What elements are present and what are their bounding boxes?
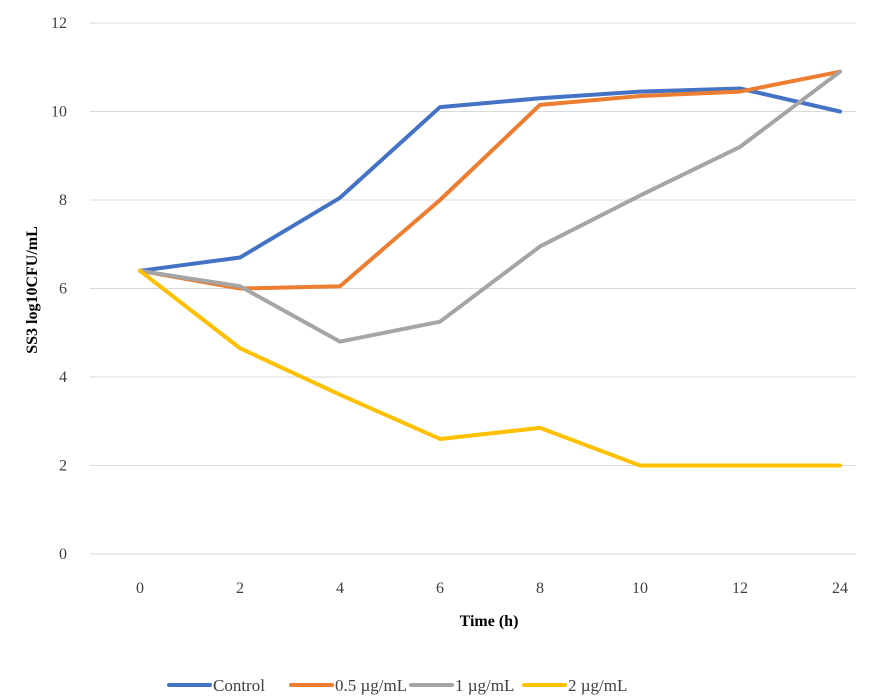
x-tick-label: 2	[236, 580, 244, 597]
legend-label: 0.5 µg/mL	[335, 676, 407, 695]
legend-label: 2 µg/mL	[568, 676, 627, 695]
x-tick-label: 8	[536, 580, 544, 597]
legend-label: Control	[213, 676, 265, 695]
series-line-1	[138, 86, 842, 273]
y-tick-label: 0	[59, 546, 67, 563]
y-tick-label: 12	[51, 15, 67, 32]
gridlines	[90, 22, 856, 555]
y-tick-label: 2	[59, 458, 67, 475]
x-tick-label: 24	[832, 580, 848, 597]
x-tick-labels: 0 2 4 6 8 10 12 24	[136, 580, 848, 597]
y-tick-label: 10	[51, 104, 67, 121]
x-tick-label: 4	[336, 580, 344, 597]
x-tick-label: 12	[732, 580, 748, 597]
series-lines	[138, 69, 842, 468]
series-line-4	[138, 268, 842, 468]
legend: Control 0.5 µg/mL 1 µg/mL 2 µg/mL	[167, 676, 627, 695]
y-tick-label: 8	[59, 192, 67, 209]
series-line-2	[138, 69, 842, 291]
x-axis-title: Time (h)	[460, 613, 519, 630]
y-axis-title: SS3 log10CFU/mL	[24, 226, 41, 354]
y-tick-label: 6	[59, 281, 67, 298]
series-line-3	[138, 69, 842, 344]
legend-label: 1 µg/mL	[455, 676, 514, 695]
x-tick-label: 6	[436, 580, 444, 597]
x-tick-label: 0	[136, 580, 144, 597]
y-tick-label: 4	[59, 369, 67, 386]
y-tick-labels: 0 2 4 6 8 10 12	[51, 15, 67, 563]
x-tick-label: 10	[632, 580, 648, 597]
